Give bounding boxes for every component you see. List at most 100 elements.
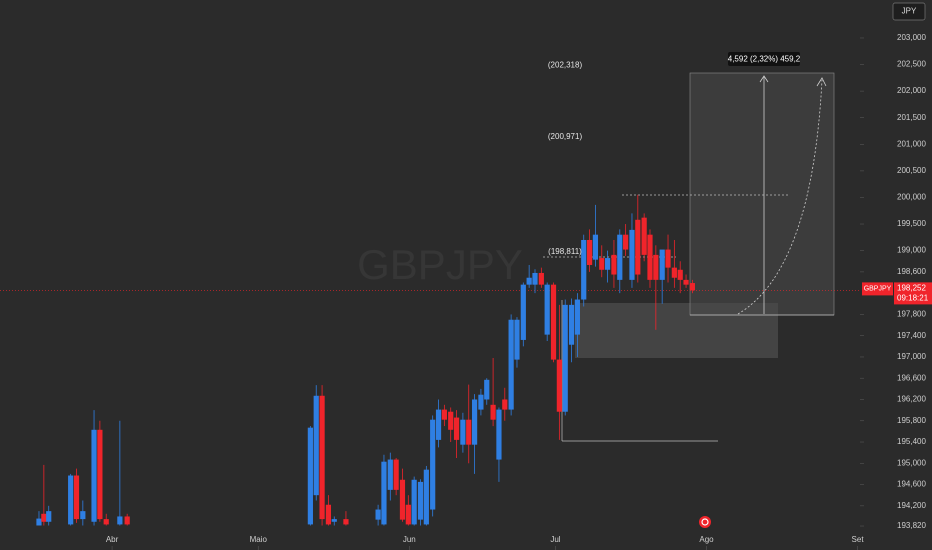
candle-body <box>393 459 399 490</box>
candle-body <box>453 417 460 440</box>
candle-body <box>689 283 695 291</box>
candle-body <box>430 419 436 510</box>
y-tick-label: 199,000 <box>897 246 926 255</box>
candle-body <box>599 258 605 270</box>
price-annotation: (198,811) <box>548 247 582 256</box>
candle-body <box>375 509 381 520</box>
y-tick-label: 200,500 <box>897 166 926 175</box>
y-tick-label: 194,200 <box>897 501 926 510</box>
y-tick-label: 197,400 <box>897 331 926 340</box>
measure-label-box <box>728 52 800 66</box>
candle-body <box>635 219 641 275</box>
candle-body <box>405 504 411 525</box>
candle-body <box>671 267 677 278</box>
candle-body <box>683 279 689 285</box>
y-tick-label: 198,600 <box>897 267 926 276</box>
candle-body <box>441 409 447 420</box>
symbol-tag <box>862 282 893 296</box>
candle-body <box>381 461 387 525</box>
candle-body <box>73 475 80 520</box>
candle-body <box>665 249 671 268</box>
candle-body <box>568 304 575 345</box>
y-tick-label: 195,800 <box>897 416 926 425</box>
measure-label: 4,592 (2,32%) 459,2 <box>728 55 801 64</box>
y-tick-label: 202,000 <box>897 86 926 95</box>
candle-body <box>526 277 532 285</box>
candle-body <box>629 229 635 280</box>
candle-body <box>313 395 319 496</box>
candle-body <box>586 239 593 265</box>
candle-body <box>581 239 587 300</box>
candle-body <box>550 284 557 360</box>
candle-body <box>496 409 502 460</box>
candle-body <box>307 427 313 525</box>
candle-body <box>319 395 325 520</box>
y-tick-label: 203,000 <box>897 33 926 42</box>
y-tick-label: 200,000 <box>897 193 926 202</box>
arrow-head <box>816 77 827 87</box>
x-tick-label: Jul <box>550 535 560 544</box>
price-tag <box>894 282 932 305</box>
candle-body <box>423 469 429 525</box>
candle-body <box>538 272 544 285</box>
price-annotation: (202,318) <box>548 60 583 69</box>
y-tick-label: 195,400 <box>897 437 926 446</box>
candle-body <box>484 379 490 400</box>
projection-curve <box>737 79 823 315</box>
candle-body <box>117 516 123 525</box>
x-tick-label: Set <box>852 535 865 544</box>
y-tick-label: 201,500 <box>897 113 926 122</box>
x-tick-label: Maio <box>250 535 268 544</box>
candle-body <box>532 272 538 285</box>
currency-box[interactable] <box>892 2 926 21</box>
currency-label: JPY <box>902 7 917 16</box>
candle-body <box>411 479 417 525</box>
candle-body <box>556 359 562 412</box>
arrow-head <box>759 75 769 83</box>
candle-body <box>677 269 683 280</box>
symbol-tag-label: GBPJPY <box>864 286 892 293</box>
event-icon-inner <box>701 518 709 526</box>
y-tick-label: 193,820 <box>897 521 926 530</box>
candle-body <box>460 419 466 445</box>
y-tick-label: 196,200 <box>897 395 926 404</box>
candle-body <box>611 254 617 275</box>
candle-body <box>331 519 337 522</box>
price-annotation: (200,971) <box>548 132 583 141</box>
candle-body <box>435 409 442 440</box>
candle-body <box>605 258 611 270</box>
candle-body <box>502 399 508 410</box>
x-tick-label: Ago <box>699 535 714 544</box>
price-tag-label: 198,252 <box>897 284 926 293</box>
x-tick-label: Jun <box>403 535 416 544</box>
candle-body <box>448 411 454 430</box>
candle-body <box>466 419 472 445</box>
candle-body <box>574 299 580 335</box>
candle-body <box>623 234 629 250</box>
candle-body <box>387 459 393 490</box>
candle-body <box>325 504 332 525</box>
y-tick-label: 195,000 <box>897 458 926 467</box>
candle-body <box>91 429 97 522</box>
candle-body <box>544 284 550 335</box>
watermark: GBPJPY <box>357 241 523 288</box>
candle-body <box>562 304 568 412</box>
candle-body <box>68 475 74 525</box>
candle-body <box>417 481 424 520</box>
y-tick-label: 196,600 <box>897 373 926 382</box>
candle-body <box>97 429 103 520</box>
y-tick-label: 199,500 <box>897 219 926 228</box>
candle-body <box>103 519 109 525</box>
y-tick-label: 197,800 <box>897 310 926 319</box>
candle-body <box>471 399 478 445</box>
candle-body <box>490 404 496 420</box>
projection-box <box>689 72 835 316</box>
candle-body <box>508 319 514 410</box>
countdown: 09:18:21 <box>897 294 929 303</box>
candle-body <box>46 511 52 522</box>
candle-body <box>592 234 599 260</box>
x-tick-label: Abr <box>106 535 119 544</box>
candle-body <box>647 234 653 280</box>
event-icon[interactable] <box>699 516 711 528</box>
y-tick-label: 202,500 <box>897 60 926 69</box>
